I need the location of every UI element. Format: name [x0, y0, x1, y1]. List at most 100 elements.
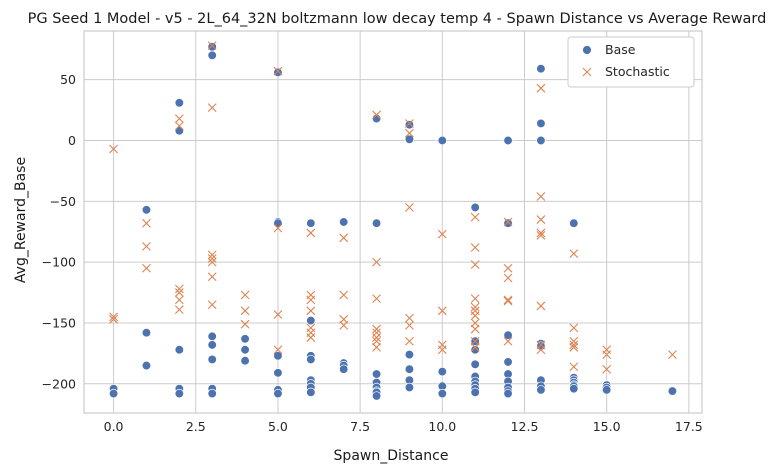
base-point	[306, 354, 316, 365]
base-point	[404, 120, 415, 130]
base-point	[371, 391, 382, 401]
stochastic-point	[437, 229, 447, 239]
base-point	[240, 345, 250, 355]
base-point	[207, 331, 217, 342]
base-point	[207, 340, 217, 350]
stochastic-point	[470, 311, 480, 321]
base-point	[536, 135, 546, 146]
stochastic-point	[339, 233, 349, 243]
stochastic-point	[207, 300, 217, 310]
stochastic-point	[536, 83, 546, 93]
base-point	[141, 360, 152, 371]
stochastic-point	[109, 314, 118, 324]
base-point	[339, 217, 349, 227]
stochastic-point	[470, 294, 480, 304]
stochastic-point	[437, 306, 447, 316]
base-point	[371, 218, 382, 228]
x-tick-label: 2.5	[186, 419, 206, 434]
stochastic-point	[536, 228, 546, 238]
stochastic-point	[306, 306, 316, 316]
stochastic-point	[207, 41, 217, 50]
legend-marker-base	[582, 45, 592, 55]
stochastic-point	[273, 345, 283, 355]
base-point	[339, 364, 349, 374]
stochastic-point	[273, 223, 283, 233]
base-point	[273, 351, 283, 361]
base-point	[404, 382, 415, 393]
base-point	[240, 334, 250, 344]
base-point	[273, 368, 283, 378]
base-point	[174, 98, 184, 108]
base-point	[174, 126, 184, 136]
stochastic-point	[339, 290, 349, 300]
stochastic-point	[240, 306, 250, 316]
y-tick-label: −200	[42, 376, 76, 391]
base-point	[503, 135, 513, 146]
base-point	[437, 366, 447, 377]
stochastic-point	[405, 313, 414, 323]
stochastic-point	[372, 110, 381, 120]
base-point	[273, 218, 283, 228]
legend: Base Stochastic	[567, 36, 695, 88]
base-point	[470, 345, 480, 355]
stochastic-point	[470, 212, 480, 222]
stochastic-point	[207, 103, 217, 113]
base-point	[207, 42, 217, 52]
base-point	[667, 386, 678, 396]
base-point	[174, 388, 184, 399]
stochastic-point	[142, 218, 151, 228]
y-tick-label: −50	[50, 194, 76, 209]
stochastic-point	[536, 215, 546, 224]
base-point	[503, 357, 513, 367]
x-tick-label: 12.5	[511, 419, 539, 434]
stochastic-point	[470, 342, 480, 352]
stochastic-point	[470, 260, 480, 269]
stochastic-point	[174, 284, 184, 294]
stochastic-point	[503, 263, 513, 273]
base-point	[536, 118, 546, 129]
stochastic-point	[470, 302, 480, 312]
x-tick-label: 10.0	[428, 419, 456, 434]
stochastic-point	[602, 364, 612, 374]
base-point	[306, 387, 316, 397]
stochastic-point	[273, 310, 283, 319]
base-point	[470, 387, 480, 397]
chart-title: PG Seed 1 Model - v5 - 2L_64_32N boltzma…	[28, 11, 767, 27]
base-point	[602, 385, 612, 395]
stochastic-point	[602, 350, 612, 359]
y-tick-label: 50	[60, 72, 76, 87]
x-axis-label: Spawn_Distance	[334, 448, 449, 464]
stochastic-point	[207, 272, 217, 282]
stochastic-point	[109, 312, 118, 322]
stochastic-point	[142, 263, 151, 273]
stochastic-point	[372, 342, 381, 352]
base-point	[273, 388, 283, 399]
base-point	[503, 218, 513, 228]
base-point	[437, 388, 447, 399]
stochastic-point	[240, 319, 250, 329]
stochastic-point	[405, 203, 414, 212]
stochastic-point	[536, 301, 546, 311]
stochastic-point	[569, 342, 579, 352]
stochastic-point	[306, 295, 316, 305]
stochastic-point	[109, 144, 118, 154]
base-point	[503, 330, 513, 340]
legend-label-stochastic: Stochastic	[605, 64, 670, 79]
stochastic-point	[503, 273, 513, 283]
grid-lines	[84, 31, 702, 413]
stochastic-point	[437, 345, 447, 355]
stochastic-point	[668, 350, 677, 359]
base-point	[536, 385, 546, 395]
base-point	[437, 135, 447, 146]
stochastic-point	[569, 249, 579, 259]
stochastic-point	[306, 228, 316, 238]
stochastic-point	[503, 295, 513, 305]
stochastic-point	[503, 336, 513, 346]
base-point	[108, 388, 119, 399]
stochastic-point	[240, 290, 250, 300]
x-tick-label: 0.0	[104, 419, 124, 434]
stochastic-point	[569, 340, 579, 350]
base-point	[470, 202, 480, 213]
stochastic-point	[142, 241, 151, 251]
